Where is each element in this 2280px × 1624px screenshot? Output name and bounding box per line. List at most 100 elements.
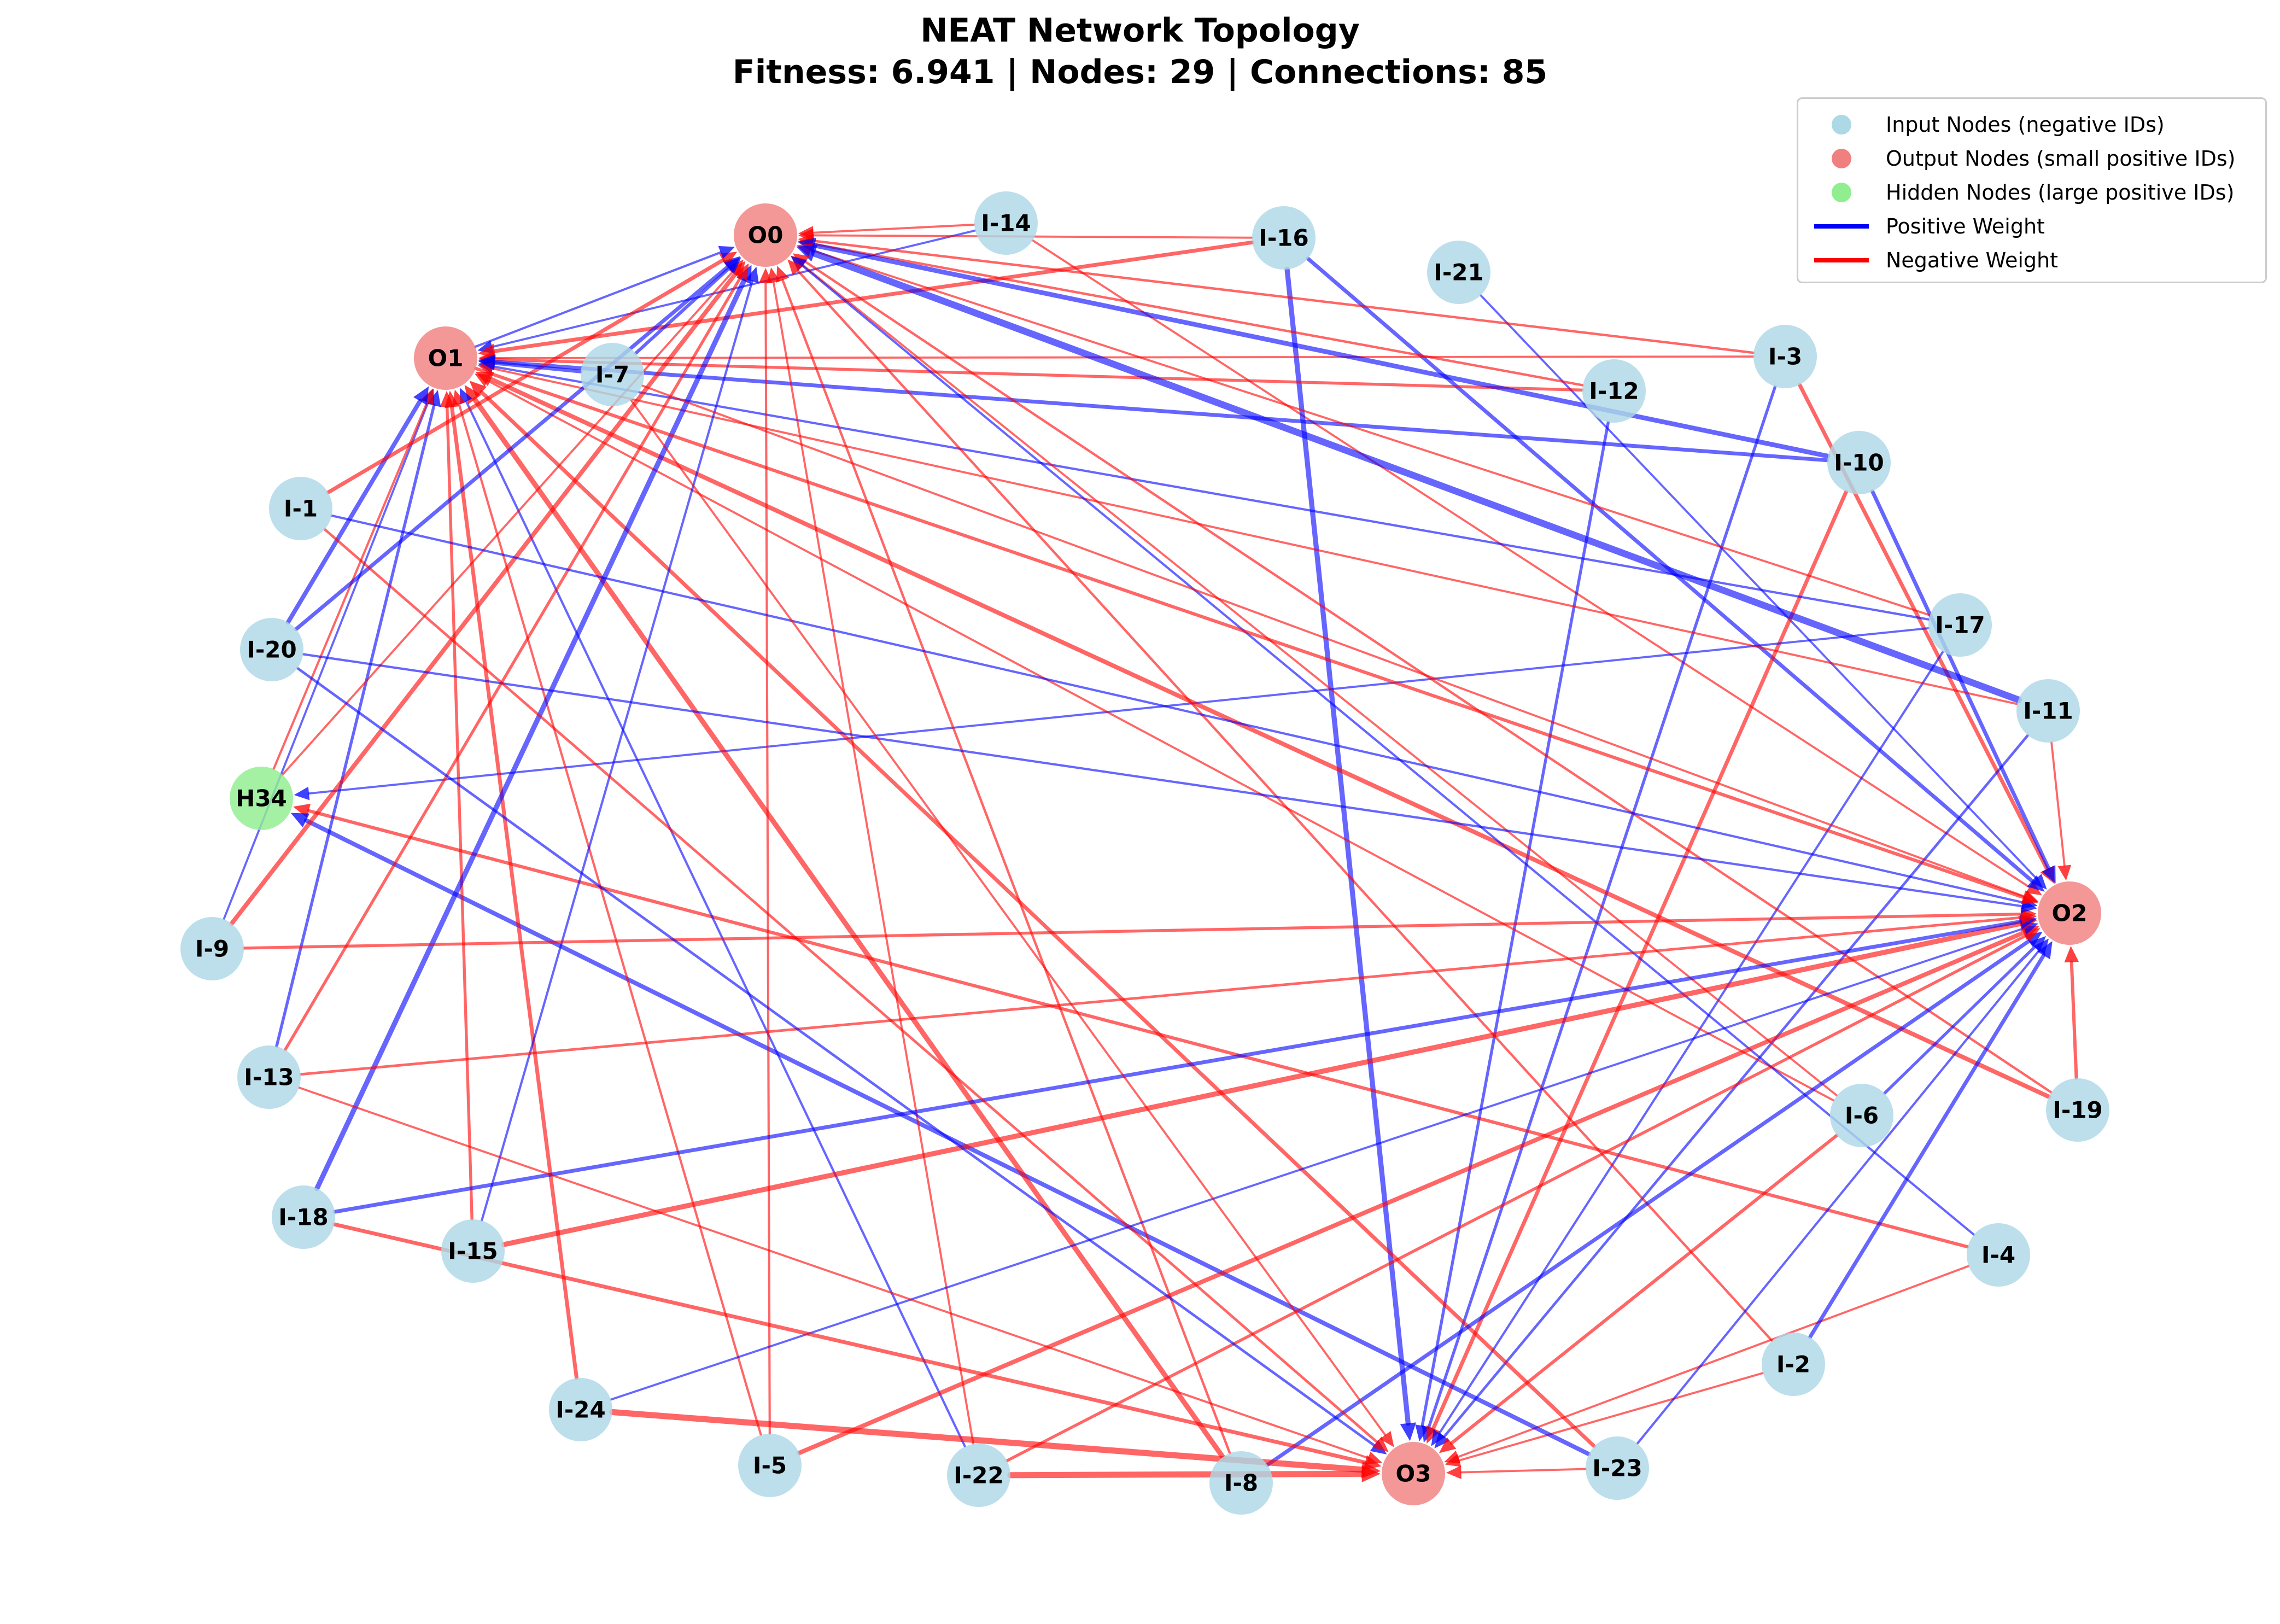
node-label: I-12 xyxy=(1589,378,1639,405)
node-I-9: I-9 xyxy=(180,917,244,980)
node-O3: O3 xyxy=(1382,1442,1445,1505)
edge-I-22-O1 xyxy=(459,388,967,1448)
node-label: I-23 xyxy=(1592,1455,1642,1482)
legend-label-hidden: Hidden Nodes (large positive IDs) xyxy=(1886,180,2235,205)
node-label: I-15 xyxy=(448,1238,498,1265)
edge-O1-O0 xyxy=(474,246,735,348)
node-label: I-2 xyxy=(1776,1351,1810,1378)
edge-I-23-H34 xyxy=(290,813,1591,1457)
edge-I-7-O3 xyxy=(630,399,1394,1447)
node-label: I-13 xyxy=(244,1064,294,1091)
node-label: I-11 xyxy=(2023,698,2073,725)
node-label: I-10 xyxy=(1834,449,1884,476)
edge-I-10-O3 xyxy=(1426,489,1849,1444)
node-I-12: I-12 xyxy=(1582,359,1646,423)
node-O2: O2 xyxy=(2038,881,2101,945)
edge-I-5-O1 xyxy=(452,389,762,1436)
title-stats: Fitness: 6.941 | Nodes: 29 | Connections… xyxy=(732,53,1548,91)
legend-label-positive: Positive Weight xyxy=(1886,214,2045,238)
node-label: I-18 xyxy=(278,1204,329,1231)
node-label: I-1 xyxy=(284,495,318,522)
edge-I-23-O2 xyxy=(1636,938,2049,1445)
node-I-22: I-22 xyxy=(947,1444,1010,1507)
legend-swatch-input xyxy=(1832,115,1851,135)
node-I-17: I-17 xyxy=(1928,593,1992,657)
edge-I-11-O2 xyxy=(2050,741,2072,881)
node-label: O0 xyxy=(748,222,784,249)
node-label: I-21 xyxy=(1434,259,1484,286)
edge-I-1-O0 xyxy=(326,252,738,495)
legend-item-input: Input Nodes (negative IDs) xyxy=(1811,108,2252,142)
edges-layer xyxy=(223,223,2079,1482)
node-label: O2 xyxy=(2052,900,2088,927)
edge-I-20-O3 xyxy=(296,667,1387,1454)
node-I-24: I-24 xyxy=(549,1378,612,1441)
node-I-19: I-19 xyxy=(2046,1078,2109,1142)
legend-swatch-negative xyxy=(1814,258,1869,262)
node-label: O1 xyxy=(428,345,464,372)
node-label: O3 xyxy=(1396,1461,1431,1487)
edge-I-7-O0 xyxy=(634,257,741,355)
node-label: I-24 xyxy=(556,1397,606,1423)
node-label: I-14 xyxy=(981,210,1031,237)
legend-swatch-positive xyxy=(1814,224,1869,229)
title-main: NEAT Network Topology xyxy=(920,11,1360,50)
edge-I-4-O3 xyxy=(1444,1265,1970,1463)
node-I-13: I-13 xyxy=(237,1045,301,1109)
edge-I-5-O0 xyxy=(758,267,773,1435)
node-I-6: I-6 xyxy=(1830,1084,1893,1147)
legend-item-hidden: Hidden Nodes (large positive IDs) xyxy=(1811,176,2252,209)
node-label: I-20 xyxy=(247,636,297,663)
node-label: I-5 xyxy=(753,1452,787,1479)
legend-label-input: Input Nodes (negative IDs) xyxy=(1886,113,2165,137)
legend-swatch-output xyxy=(1832,149,1851,168)
edge-I-4-O0 xyxy=(791,256,1975,1236)
edge-I-2-O0 xyxy=(787,259,1774,1342)
node-I-14: I-14 xyxy=(974,191,1038,255)
node-I-2: I-2 xyxy=(1762,1333,1825,1396)
node-I-21: I-21 xyxy=(1427,241,1490,304)
legend-item-output: Output Nodes (small positive IDs) xyxy=(1811,142,2252,176)
node-label: I-17 xyxy=(1935,612,1985,639)
node-H34: H34 xyxy=(230,767,293,830)
legend-label-output: Output Nodes (small positive IDs) xyxy=(1886,147,2236,171)
edge-O1-O2 xyxy=(473,366,2039,904)
node-label: I-7 xyxy=(595,361,629,388)
node-I-7: I-7 xyxy=(581,343,644,406)
node-I-5: I-5 xyxy=(738,1434,802,1497)
nodes-layer: O0 O1 O2 O3 H34 I-1 I-2 I-3 I-4 I-5 I-6 I-7 I-8 I-9 I-… xyxy=(180,191,2109,1515)
node-I-3: I-3 xyxy=(1753,325,1817,388)
edge-I-12-O3 xyxy=(1415,420,1610,1442)
node-I-20: I-20 xyxy=(240,618,303,681)
edge-I-20-O1 xyxy=(285,386,429,625)
node-I-23: I-23 xyxy=(1586,1436,1649,1500)
edge-I-21-O2 xyxy=(1480,294,2047,890)
edge-I-8-O1 xyxy=(464,384,1226,1460)
legend: Input Nodes (negative IDs) Output Nodes … xyxy=(1797,97,2267,283)
node-I-8: I-8 xyxy=(1209,1451,1273,1515)
legend-item-negative: Negative Weight xyxy=(1811,243,2252,277)
node-O0: O0 xyxy=(734,203,797,267)
node-label: H34 xyxy=(236,785,287,812)
edge-I-7-O1 xyxy=(478,355,583,373)
node-I-1: I-1 xyxy=(269,477,332,540)
node-I-11: I-11 xyxy=(2016,679,2080,743)
node-label: I-6 xyxy=(1845,1102,1879,1129)
node-label: I-8 xyxy=(1224,1470,1258,1497)
node-label: I-19 xyxy=(2053,1097,2103,1124)
node-label: I-3 xyxy=(1768,343,1802,370)
node-I-15: I-15 xyxy=(441,1219,505,1283)
edge-I-13-O2 xyxy=(299,910,2037,1076)
chart-title: NEAT Network Topology Fitness: 6.941 | N… xyxy=(0,10,2280,93)
legend-label-negative: Negative Weight xyxy=(1886,248,2059,272)
edge-I-6-O1 xyxy=(474,373,1835,1102)
edge-I-16-O3 xyxy=(1284,267,1416,1441)
edge-I-19-O2 xyxy=(2064,945,2079,1080)
legend-item-positive: Positive Weight xyxy=(1811,209,2252,243)
edge-I-2-O3 xyxy=(1445,1372,1764,1467)
edge-I-1-O3 xyxy=(323,528,1389,1452)
edge-I-11-O0 xyxy=(796,245,2022,704)
legend-swatch-hidden xyxy=(1832,183,1851,202)
edge-I-17-H34 xyxy=(294,627,1930,801)
edge-I-6-O3 xyxy=(1439,1134,1839,1453)
